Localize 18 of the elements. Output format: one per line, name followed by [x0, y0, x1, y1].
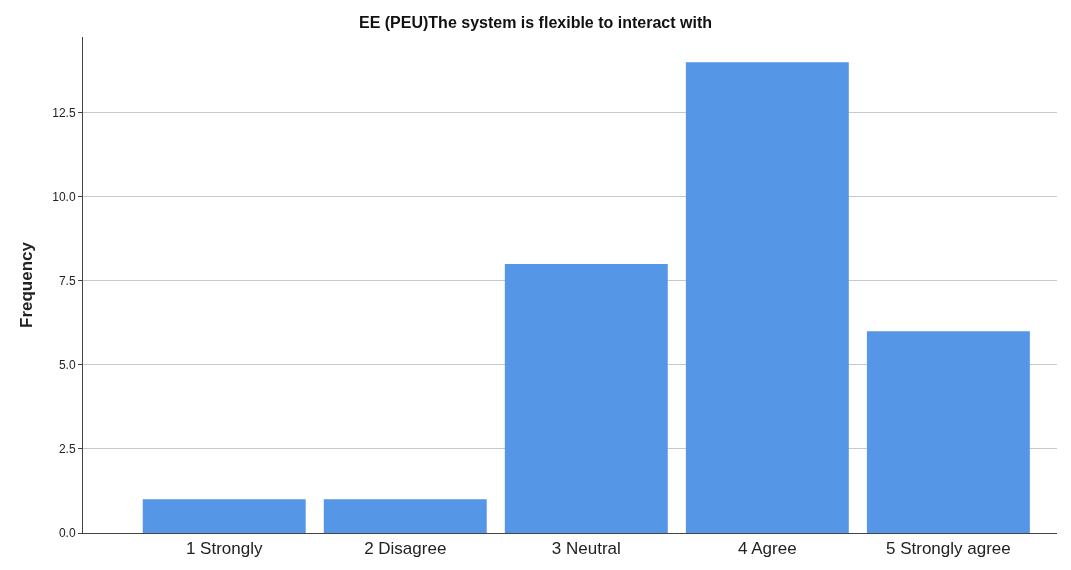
x-tick-label: 2 Disagree [364, 539, 447, 559]
x-tick-label: 3 Neutral [551, 539, 621, 559]
x-tick-label: 4 Agree [738, 539, 797, 559]
y-axis-title: Frequency [16, 241, 36, 328]
bar [866, 331, 1030, 533]
y-tick-label: 2.5 [58, 442, 76, 457]
bar [323, 499, 487, 533]
y-tick-label: 12.5 [52, 105, 76, 120]
x-tick-label: 1 Strongly [185, 539, 263, 559]
y-tick-label: 10.0 [52, 189, 76, 204]
y-tick-label: 0.0 [58, 526, 76, 541]
y-tick-label: 5.0 [58, 358, 76, 373]
y-tick-label: 7.5 [58, 274, 76, 288]
bar [685, 62, 849, 533]
bar [142, 499, 306, 533]
x-tick-label: 5 Strongly agree [886, 539, 1011, 559]
chart-title: EE (PEU)The system is flexible to interact with [359, 14, 712, 32]
bar [504, 263, 668, 533]
